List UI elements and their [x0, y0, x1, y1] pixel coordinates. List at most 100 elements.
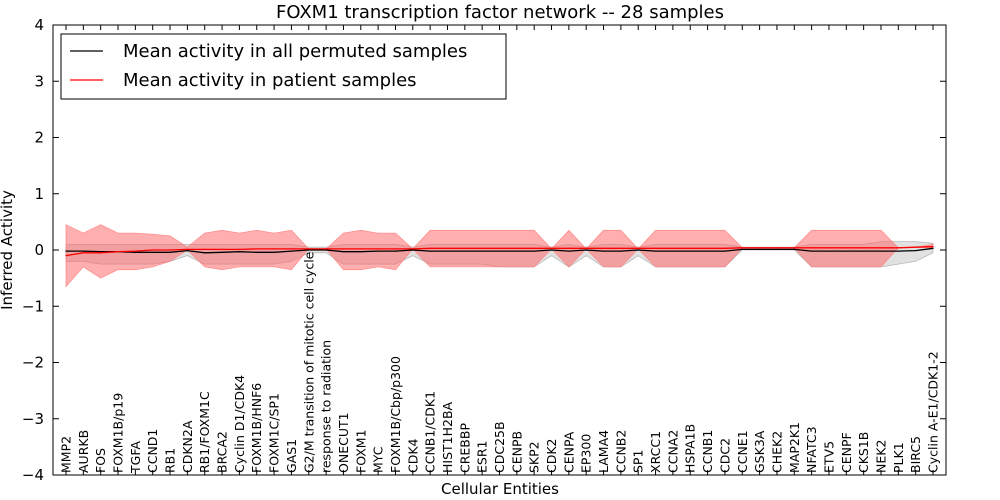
band-patient — [65, 224, 934, 288]
x-category-label: MYC — [371, 446, 386, 473]
data-point — [585, 247, 587, 249]
x-category-label: ETV5 — [822, 441, 837, 473]
data-point — [65, 250, 67, 252]
x-category-label: CCNB1/CDK1 — [423, 391, 438, 473]
data-point — [516, 247, 518, 249]
data-point — [308, 248, 310, 250]
data-point — [516, 250, 518, 252]
x-category-label: CCNE1 — [735, 430, 750, 473]
y-tick-label: −4 — [22, 466, 44, 484]
data-point — [689, 250, 691, 252]
x-category-label: RB1/FOXM1C — [197, 391, 212, 473]
data-point — [186, 250, 188, 252]
data-point — [602, 250, 605, 252]
data-point — [290, 250, 292, 252]
x-category-label: CKS1B — [856, 432, 871, 473]
data-point — [256, 251, 258, 253]
x-category-label: FOXM1B/Cbp/p300 — [388, 356, 403, 473]
data-point — [221, 248, 223, 250]
x-category-label: Cyclin D1/CDK4 — [232, 375, 247, 473]
data-point — [308, 249, 310, 251]
data-point — [568, 247, 570, 249]
x-category-label: FOXM1 — [353, 429, 368, 473]
data-point — [446, 250, 449, 252]
data-point — [637, 247, 639, 249]
data-point — [793, 247, 795, 249]
data-point — [602, 247, 605, 249]
x-category-label: FOXM1C/SP1 — [267, 393, 282, 473]
x-category-label: GSK3A — [752, 430, 767, 473]
x-category-label: CENPF — [839, 432, 854, 473]
data-point — [828, 250, 830, 252]
data-point — [394, 250, 397, 252]
data-point — [481, 250, 483, 252]
data-point — [776, 248, 778, 250]
data-point — [152, 249, 154, 251]
x-category-label: LAMA4 — [596, 430, 611, 473]
data-point — [342, 251, 344, 253]
x-category-label: EP300 — [579, 434, 594, 473]
data-point — [273, 251, 275, 253]
data-point — [394, 248, 397, 250]
x-category-label: GAS1 — [284, 439, 299, 473]
data-point — [498, 247, 501, 249]
data-point — [533, 250, 535, 252]
data-point — [204, 248, 206, 250]
data-point — [481, 247, 483, 249]
data-point — [377, 248, 379, 250]
x-category-label: CDC25B — [492, 421, 507, 473]
x-category-label: Cyclin A-E1/CDK1-2 — [926, 351, 941, 473]
data-point — [897, 250, 899, 252]
data-point — [256, 248, 258, 250]
data-point — [134, 251, 136, 253]
data-point — [620, 247, 622, 249]
data-point — [707, 247, 709, 249]
x-category-label: CCNB2 — [613, 430, 628, 473]
x-category-label: RB1 — [163, 448, 178, 473]
data-point — [238, 251, 240, 253]
data-point — [429, 247, 431, 249]
data-point — [169, 251, 171, 253]
x-category-label: CCND1 — [145, 429, 160, 473]
data-point — [100, 251, 102, 253]
data-point — [290, 248, 292, 250]
legend-label-permuted: Mean activity in all permuted samples — [123, 41, 467, 62]
x-category-label: BIRC5 — [908, 436, 923, 473]
data-point — [915, 246, 917, 248]
x-category-label: CENPB — [509, 431, 524, 473]
x-category-label: XRCC1 — [648, 431, 663, 473]
y-tick-label: −2 — [22, 354, 44, 372]
data-point — [446, 247, 449, 249]
x-category-label: CDKN2A — [180, 420, 195, 473]
data-point — [620, 250, 622, 252]
legend: Mean activity in all permuted samples Me… — [60, 33, 507, 100]
x-category-label: response to radiation — [319, 340, 334, 473]
data-point — [655, 250, 657, 252]
data-point — [915, 250, 917, 252]
x-category-label: HSPA1B — [683, 424, 698, 473]
y-tick-label: 2 — [34, 129, 44, 147]
plot-frame — [52, 24, 947, 476]
x-category-label: ONECUT1 — [336, 412, 351, 473]
data-point — [759, 248, 761, 250]
data-point — [845, 250, 847, 252]
x-category-label: MMP2 — [59, 436, 74, 473]
data-point — [741, 248, 743, 250]
data-point — [793, 248, 795, 250]
series-lines — [65, 245, 934, 257]
legend-label-patient: Mean activity in patient samples — [123, 70, 417, 91]
x-category-label: FOS — [93, 448, 108, 473]
data-point — [342, 248, 344, 250]
data-point — [741, 247, 743, 249]
x-category-label: FOXM1B/HNF6 — [249, 383, 264, 473]
data-point — [689, 247, 691, 249]
data-point — [845, 247, 847, 249]
data-point — [585, 249, 587, 251]
data-point — [152, 251, 154, 253]
y-tick-label: −3 — [22, 410, 44, 428]
x-category-label: TGFA — [128, 441, 143, 474]
data-point — [550, 247, 553, 249]
data-point — [221, 251, 223, 253]
x-category-label: BRCA2 — [215, 431, 230, 473]
data-point — [186, 248, 188, 250]
